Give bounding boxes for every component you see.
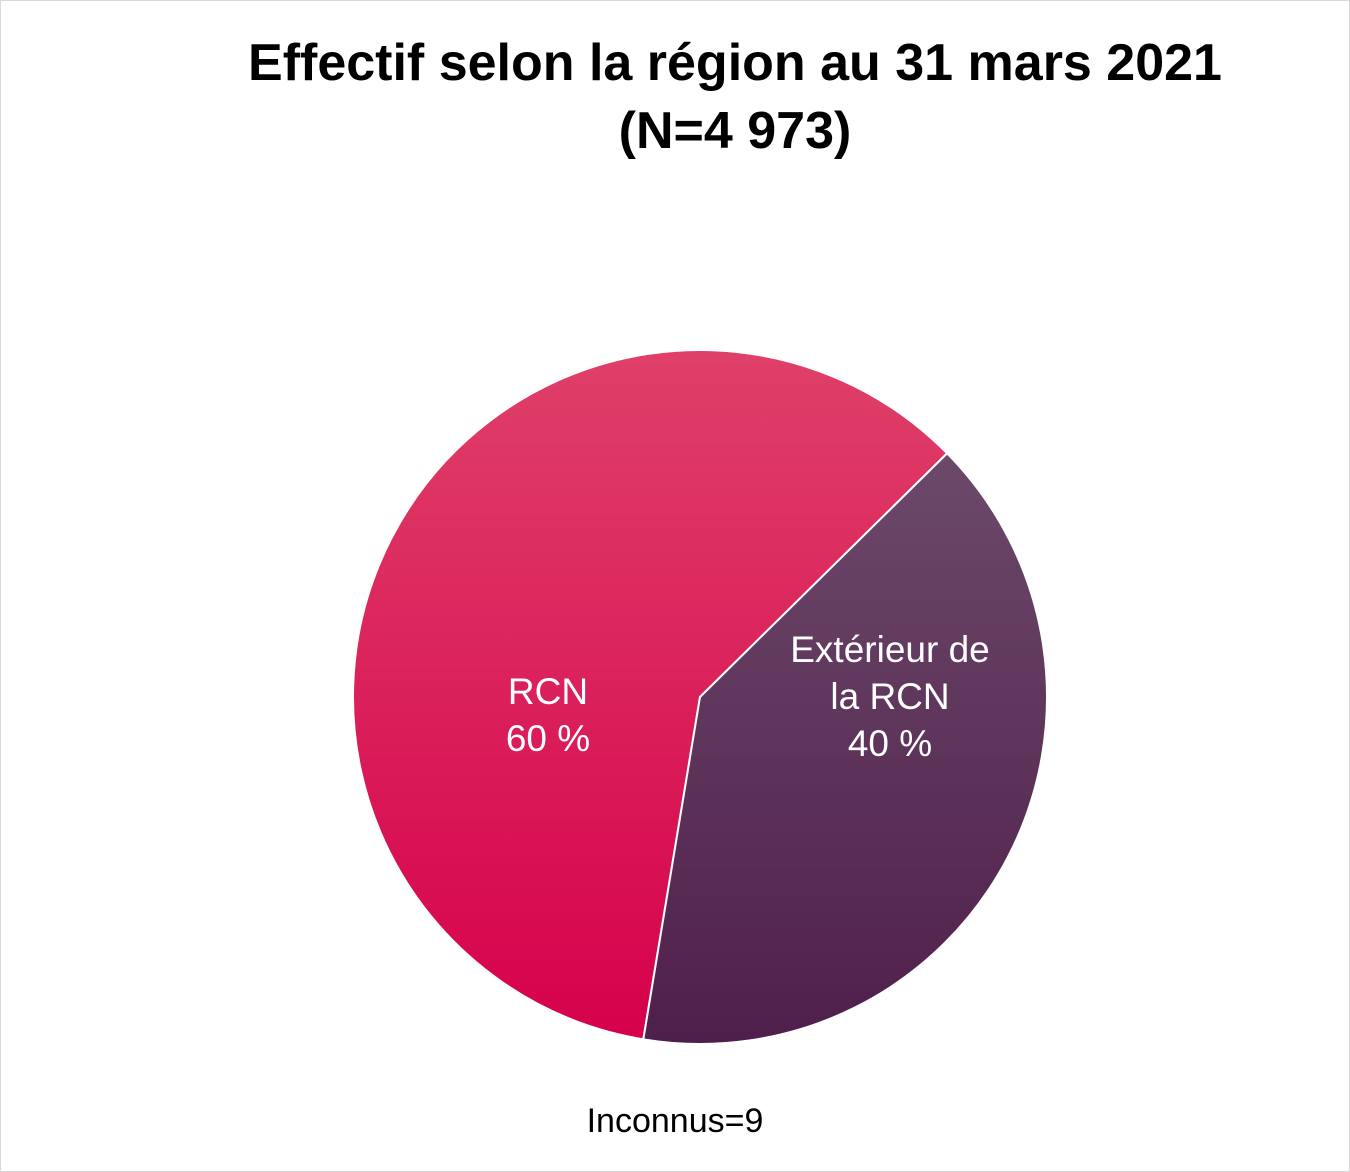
- unknown-count-note: Inconnus=9: [586, 1102, 764, 1140]
- pie-slice-label-0: RCN 60 %: [506, 671, 590, 759]
- chart-title-line2: (N=4 973): [618, 102, 852, 160]
- pie-slice-0: [352, 349, 949, 1041]
- pie-slice-1: [642, 451, 1048, 1045]
- chart-title-line1: Effectif selon la région au 31 mars 2021: [248, 34, 1222, 92]
- pie-slice-label-1: Extérieur de la RCN 40 %: [790, 629, 990, 764]
